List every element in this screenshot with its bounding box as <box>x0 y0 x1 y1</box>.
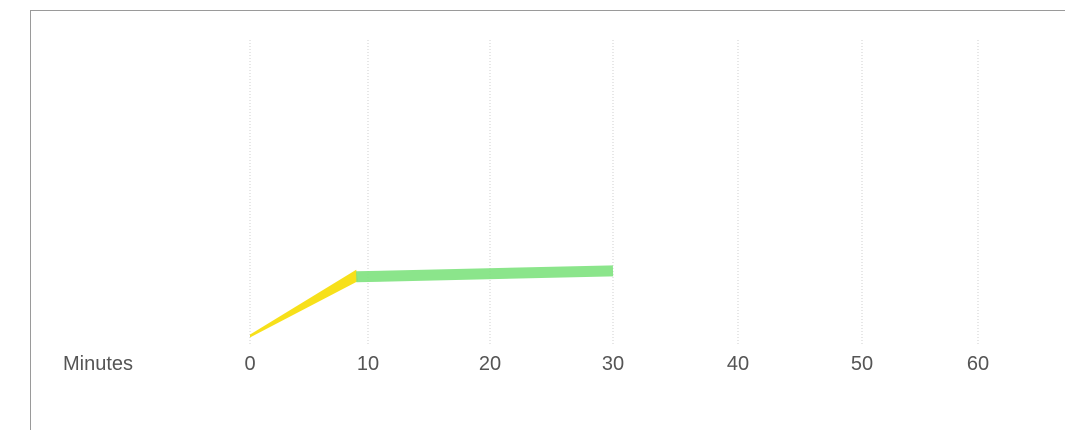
x-tick-label-30: 30 <box>602 353 624 375</box>
x-tick-label-20: 20 <box>479 353 501 375</box>
x-tick-label-40: 40 <box>727 353 749 375</box>
line-chart: Minutes 0 10 20 30 40 50 60 <box>63 40 989 375</box>
x-tick-label-60: 60 <box>967 353 989 375</box>
series-0-stroke <box>250 269 359 338</box>
series-layer <box>250 265 614 338</box>
chart-frame <box>30 10 1065 430</box>
x-tick-labels: 0 10 20 30 40 50 60 <box>244 353 989 375</box>
series-1-stroke <box>356 265 614 283</box>
x-tick-label-10: 10 <box>357 353 379 375</box>
x-axis-label: Minutes <box>63 353 133 375</box>
gridlines <box>249 40 979 345</box>
x-tick-label-50: 50 <box>851 353 873 375</box>
x-tick-label-0: 0 <box>244 353 255 375</box>
